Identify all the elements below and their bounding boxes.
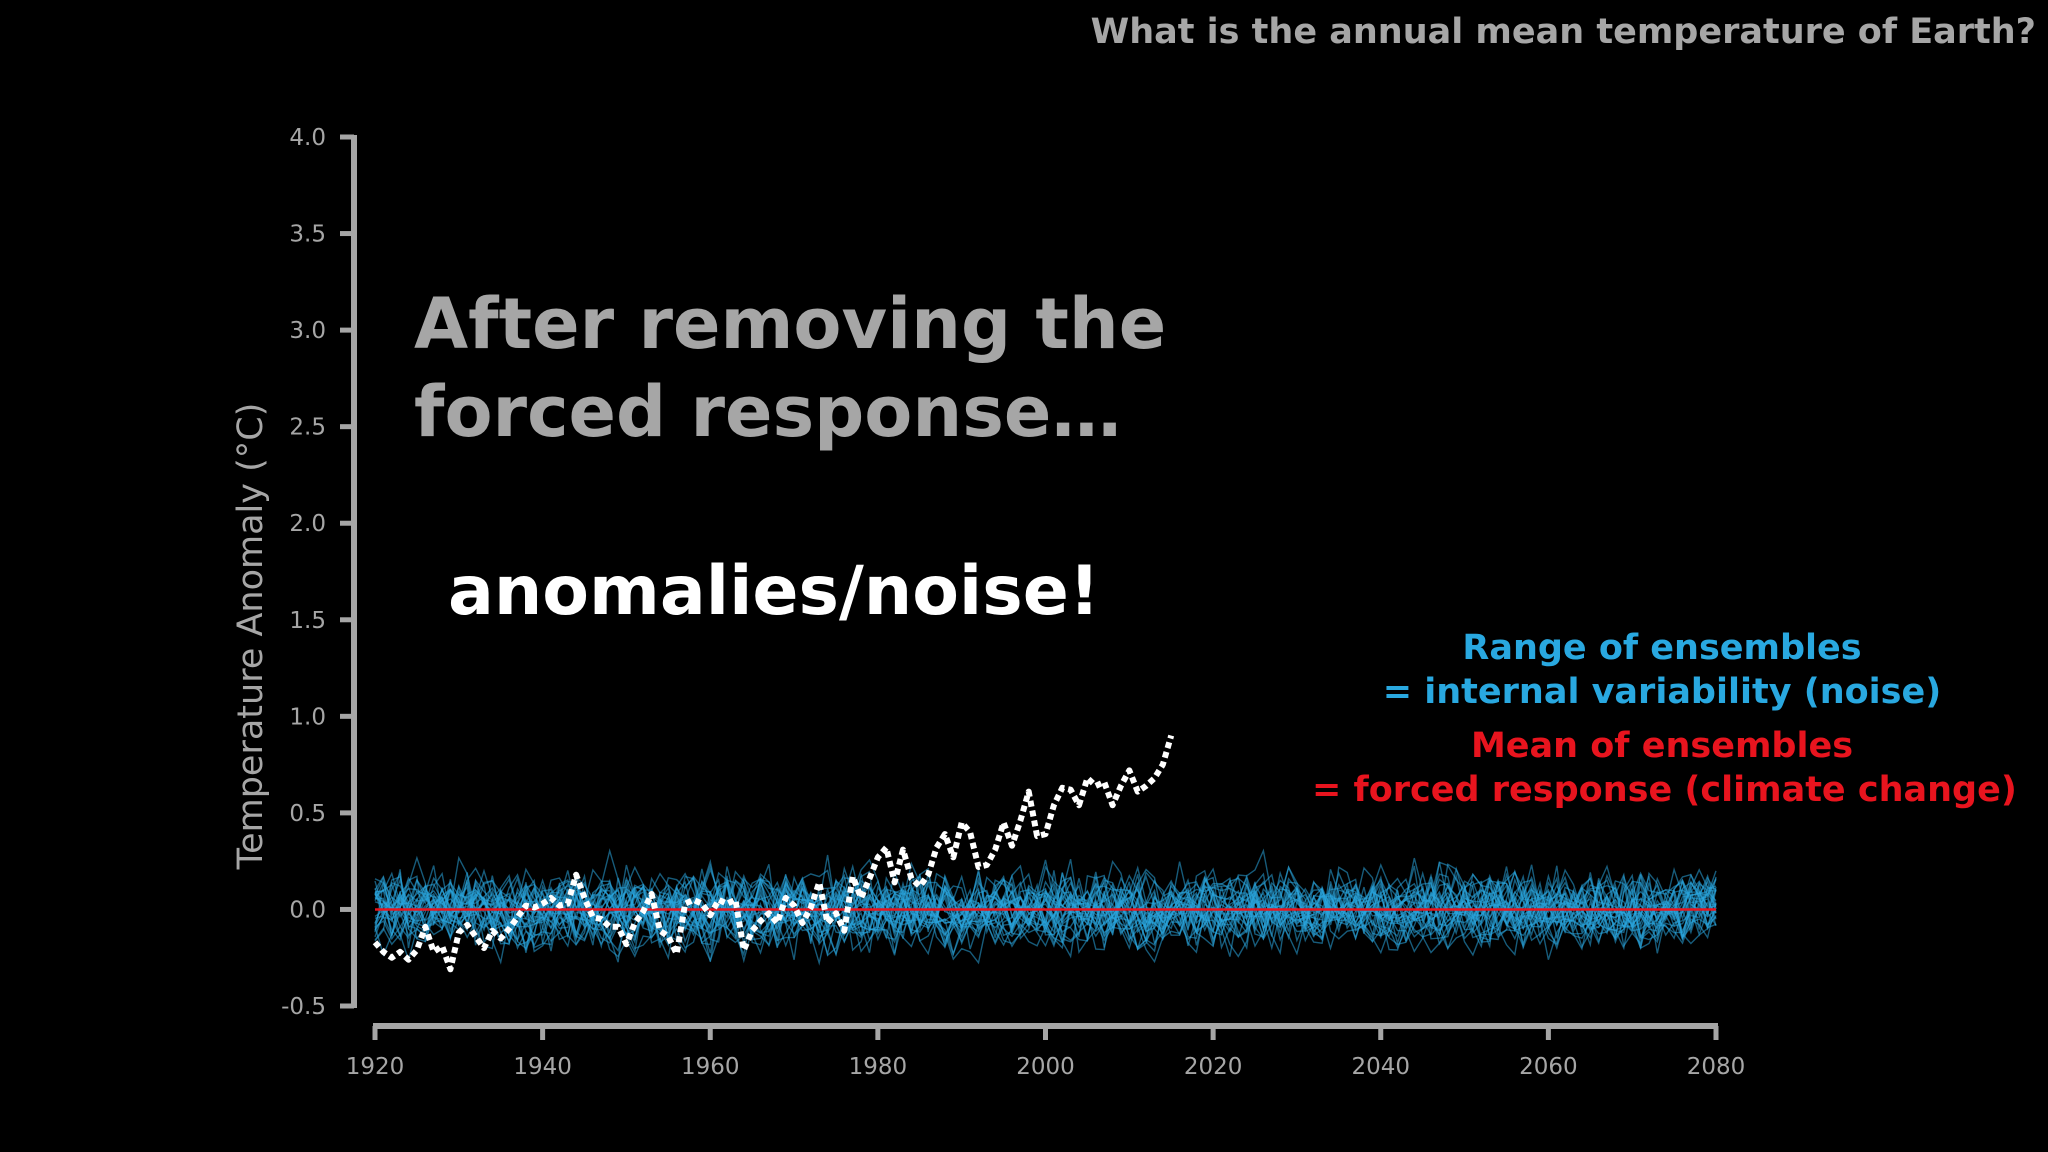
- ensemble-member-line: [374, 865, 1717, 955]
- y-tick-label: -0.5: [281, 994, 326, 1020]
- y-axis: 4.0 3.5 3.0 2.5 2.0 1.5 1.0 0.5 0.0 -0.5: [281, 125, 357, 1020]
- observed-line: [372, 734, 1175, 973]
- x-tick-label: 2040: [1351, 1054, 1410, 1080]
- ensemble-member-line: [374, 858, 1717, 966]
- observed-path: [372, 734, 1175, 973]
- x-tick-label: 2060: [1519, 1054, 1578, 1080]
- y-tick-label: 3.5: [289, 222, 326, 248]
- x-tick-label: 2000: [1016, 1054, 1075, 1080]
- y-tick-label: 4.0: [289, 125, 326, 151]
- legend-ensemble-range-line-1: Range of ensembles: [1462, 628, 1862, 668]
- x-tick-label: 1940: [513, 1054, 572, 1080]
- y-tick-label: 0.0: [289, 897, 326, 923]
- headline-line-1: After removing the: [414, 283, 1167, 365]
- y-tick-label: 2.0: [289, 511, 326, 537]
- y-tick-label: 0.5: [289, 801, 326, 827]
- legend-ensemble-mean: Mean of ensembles = forced response (cli…: [1312, 724, 2017, 812]
- y-tick-label: 1.5: [289, 608, 326, 634]
- ensemble-member-lines: [374, 848, 1717, 966]
- legend-ensemble-range: Range of ensembles = internal variabilit…: [1312, 626, 2012, 714]
- y-tick-label: 2.5: [289, 415, 326, 441]
- y-tick-label: 3.0: [289, 318, 326, 344]
- x-tick-label: 2080: [1687, 1054, 1746, 1080]
- headline-line-2: forced response…: [414, 371, 1122, 453]
- x-tick-label: 2020: [1184, 1054, 1243, 1080]
- y-axis-label: Temperature Anomaly (°C): [231, 403, 271, 871]
- legend-ensemble-mean-line-1: Mean of ensembles: [1470, 726, 1854, 766]
- x-tick-label: 1920: [346, 1054, 405, 1080]
- y-tick-label: 1.0: [289, 704, 326, 730]
- headline-emphasis: anomalies/noise!: [448, 552, 1100, 631]
- x-tick-label: 1980: [849, 1054, 908, 1080]
- ensemble-member-line: [374, 865, 1717, 957]
- legend-ensemble-mean-line-2: = forced response (climate change): [1312, 770, 2017, 810]
- slide-title: What is the annual mean temperature of E…: [1090, 12, 2036, 52]
- x-tick-label: 1960: [681, 1054, 740, 1080]
- x-axis: 1920 1940 1960 1980 2000 2020 2040 2060 2080: [346, 1023, 1746, 1080]
- legend-ensemble-range-line-2: = internal variability (noise): [1382, 672, 1942, 712]
- headline: After removing the forced response…: [414, 280, 1166, 456]
